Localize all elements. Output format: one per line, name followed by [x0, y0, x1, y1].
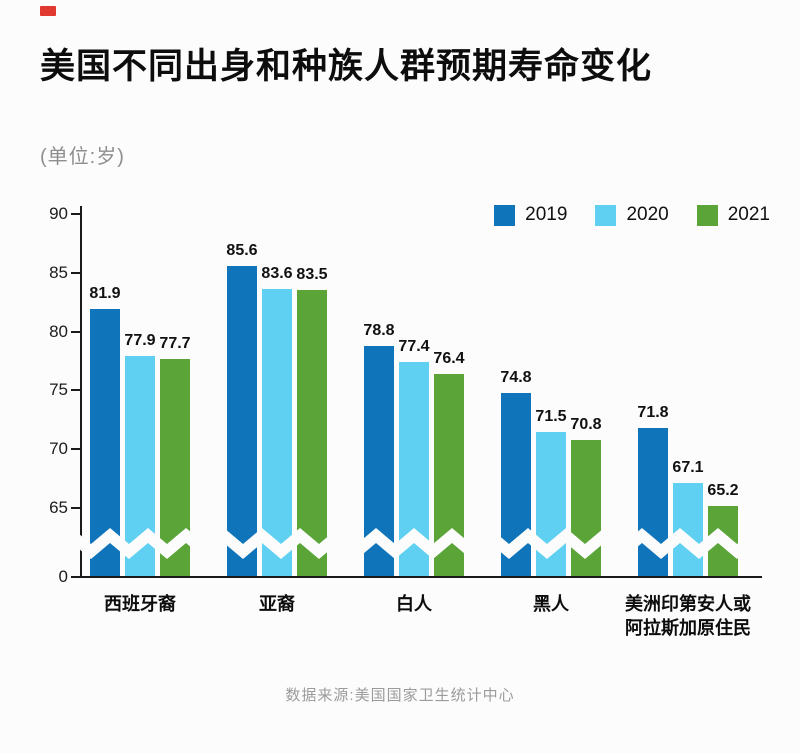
y-tick-mark	[71, 271, 80, 274]
bar-2019-group5	[638, 428, 668, 576]
category-label-4: 黑人	[533, 594, 569, 614]
legend-label-2020: 2020	[626, 204, 669, 225]
brand-marker	[40, 6, 56, 16]
y-tick-label: 75	[49, 380, 68, 400]
y-tick-label: 85	[49, 262, 68, 282]
bar-2019-group1	[90, 309, 120, 576]
y-tick-label: 65	[49, 498, 68, 517]
category-label-3: 白人	[396, 594, 432, 614]
legend-label-2021: 2021	[727, 204, 770, 225]
bar-value-label: 67.1	[672, 459, 704, 477]
bar-value-label: 85.6	[226, 241, 258, 259]
bar-2019-group3	[364, 345, 394, 576]
bar-2020-group1	[125, 356, 155, 576]
bar-value-label: 71.5	[535, 407, 567, 425]
legend-item-2019: 2019	[494, 204, 567, 226]
page-title: 美国不同出身和种族人群预期寿命变化	[40, 47, 653, 86]
bar-value-label: 71.8	[637, 404, 669, 422]
x-axis	[80, 576, 762, 578]
category-label-5: 美洲印第安人或阿拉斯加原住民	[625, 594, 751, 639]
y-tick-label: 80	[49, 321, 68, 341]
data-source-label: 数据来源:美国国家卫生统计中心	[285, 687, 515, 704]
bar-2019-group2	[227, 265, 257, 576]
bar-2019-group4	[501, 392, 531, 576]
bar-value-label: 76.4	[433, 349, 465, 367]
y-tick-label: 70	[49, 439, 68, 459]
bar-value-label: 65.2	[707, 481, 739, 499]
bar-2020-group2	[262, 289, 292, 576]
y-tick-label: 90	[49, 204, 68, 223]
bar-value-label: 83.6	[261, 265, 293, 283]
legend-swatch-2021	[696, 204, 718, 226]
legend-item-2020: 2020	[595, 204, 669, 226]
bar-2020-group4	[536, 431, 566, 576]
category-label-2: 亚裔	[259, 594, 295, 614]
bar-value-label: 77.9	[124, 332, 156, 350]
bar-2021-group4	[571, 439, 601, 576]
bar-2020-group3	[399, 362, 429, 576]
y-tick-mark	[71, 213, 80, 215]
y-tick-mark	[71, 389, 80, 392]
bar-value-label: 78.8	[363, 321, 395, 339]
legend-item-2021: 2021	[696, 204, 770, 226]
legend-swatch-2019	[494, 204, 516, 226]
bar-value-label: 74.8	[500, 368, 532, 386]
y-tick-mark	[71, 448, 80, 451]
y-tick-mark	[71, 330, 80, 333]
bar-2021-group2	[297, 290, 327, 576]
bar-value-label: 70.8	[570, 415, 602, 433]
y-axis	[80, 206, 82, 578]
bar-2021-group3	[434, 373, 464, 576]
legend: 2019 2020 2021	[494, 204, 770, 226]
y-tick-mark	[71, 576, 80, 578]
bar-value-label: 81.9	[89, 285, 121, 303]
bar-2020-group5	[673, 483, 703, 576]
bar-2021-group5	[708, 505, 738, 576]
y-tick-label: 0	[58, 567, 68, 586]
category-label-1: 西班牙裔	[104, 594, 176, 614]
legend-swatch-2020	[595, 204, 617, 226]
bar-value-label: 77.4	[398, 338, 430, 356]
legend-label-2019: 2019	[525, 204, 568, 225]
y-tick-mark	[71, 507, 80, 509]
unit-label: (单位:岁)	[40, 146, 125, 168]
bar-value-label: 77.7	[159, 334, 191, 352]
bar-value-label: 83.5	[296, 266, 328, 284]
bar-2021-group1	[160, 358, 190, 576]
